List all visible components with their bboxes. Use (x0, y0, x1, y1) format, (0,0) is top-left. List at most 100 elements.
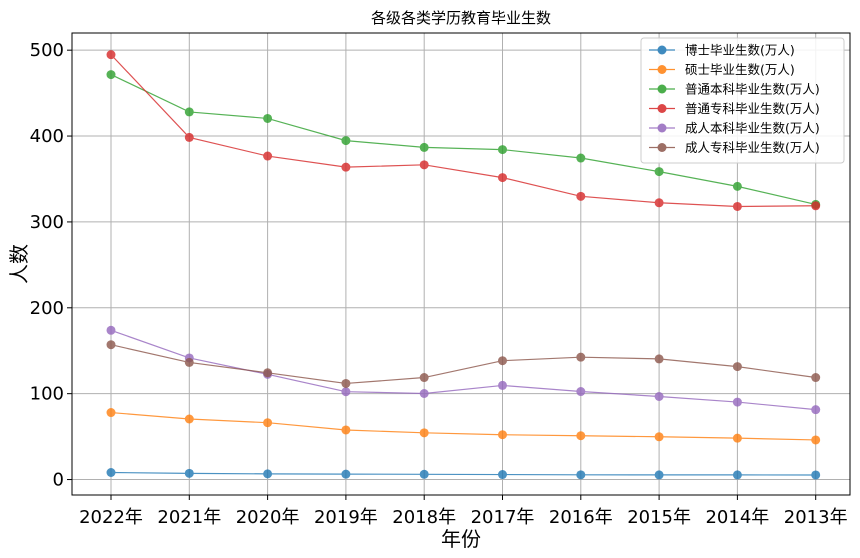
legend-marker (657, 143, 667, 152)
data-point (654, 354, 664, 364)
series-line (110, 74, 816, 205)
chart-title: 各级各类学历教育毕业生数 (371, 9, 551, 27)
data-point (576, 352, 586, 362)
legend-label: 博士毕业生数(万人) (685, 43, 795, 58)
x-tick-label: 2018年 (392, 507, 456, 528)
legend-label: 硕士毕业生数(万人) (685, 62, 795, 77)
x-tick-label: 2022年 (79, 507, 143, 528)
data-point (341, 387, 351, 397)
x-tick-label: 2014年 (705, 507, 769, 528)
x-axis-title: 年份 (441, 527, 481, 551)
series-3 (106, 70, 821, 209)
data-point (498, 145, 507, 155)
series-line (110, 344, 816, 385)
data-point (498, 470, 507, 480)
x-tick-label: 2013年 (784, 507, 848, 528)
y-axis: 0 100 200 300 400 500 (30, 40, 72, 491)
data-point (576, 470, 586, 480)
x-tick-label: 2015年 (627, 507, 691, 528)
data-point (263, 113, 273, 123)
legend-label: 成人专科毕业生数(万人) (685, 140, 820, 155)
legend-marker (657, 65, 667, 74)
data-point (732, 397, 742, 407)
data-point (106, 325, 116, 335)
data-point (732, 433, 742, 443)
data-point (106, 340, 116, 350)
data-point (341, 469, 351, 479)
x-tick-label: 2020年 (236, 507, 300, 528)
series-line (110, 54, 816, 208)
data-point (341, 378, 351, 388)
y-tick-label: 200 (30, 298, 64, 319)
data-point (811, 470, 821, 480)
data-point (184, 414, 194, 424)
y-tick-label: 100 (30, 384, 64, 405)
data-point (576, 431, 586, 441)
legend: 博士毕业生数(万人) 硕士毕业生数(万人) 普通本科毕业生数(万人) 普通专科毕业生数… (640, 37, 845, 164)
legend-marker (657, 104, 667, 113)
legend-item (649, 104, 675, 113)
series-line (110, 471, 816, 476)
data-point (498, 173, 507, 183)
legend-frame (640, 37, 845, 164)
data-point (498, 380, 507, 390)
data-point (419, 142, 429, 152)
data-point (106, 408, 116, 418)
y-tick-label: 300 (30, 212, 64, 233)
series-line (110, 411, 816, 441)
data-point (341, 425, 351, 435)
x-tick-label: 2016年 (549, 507, 613, 528)
y-tick-label: 400 (30, 126, 64, 147)
data-point (184, 107, 194, 117)
data-point (498, 430, 507, 440)
data-point (419, 428, 429, 438)
series-1 (106, 468, 821, 480)
series-6 (106, 340, 821, 388)
data-point (106, 70, 116, 80)
legend-item (649, 65, 675, 74)
legend-marker (657, 84, 667, 94)
data-point (654, 198, 664, 208)
y-axis-title: 人数 (7, 244, 31, 284)
data-point (654, 167, 664, 177)
legend-item (649, 84, 675, 94)
data-point (811, 435, 821, 445)
data-point (419, 388, 429, 398)
series-4 (106, 50, 821, 211)
data-point (263, 418, 273, 428)
x-tick-label: 2017年 (471, 507, 535, 528)
data-point (654, 432, 664, 442)
data-point (811, 405, 821, 415)
data-point (419, 373, 429, 383)
y-tick-label: 0 (53, 470, 64, 491)
series-layer (106, 50, 821, 480)
plot-frame (71, 32, 851, 496)
series-line (110, 329, 816, 411)
legend-marker (657, 123, 667, 133)
data-point (263, 368, 273, 378)
data-point (263, 469, 273, 479)
data-point (811, 373, 821, 383)
data-point (341, 162, 351, 172)
legend-item (649, 143, 675, 152)
x-tick-label: 2019年 (314, 507, 378, 528)
legend-label: 普通专科毕业生数(万人) (685, 101, 820, 116)
data-point (419, 469, 429, 479)
legend-item (649, 123, 675, 133)
series-2 (106, 408, 821, 445)
data-point (732, 201, 742, 211)
data-point (106, 50, 116, 60)
data-point (654, 392, 664, 402)
data-point (341, 136, 351, 146)
x-tick-label: 2021年 (157, 507, 221, 528)
y-tick-label: 500 (30, 40, 64, 61)
data-point (106, 468, 116, 478)
x-axis: 2022年 2021年 2020年 2019年 2018年 2017年 2016年 2015年… (79, 495, 848, 528)
data-point (732, 470, 742, 480)
data-point (498, 356, 507, 366)
data-point (184, 132, 194, 142)
data-point (732, 362, 742, 372)
legend-item (649, 45, 675, 55)
data-point (576, 387, 586, 397)
